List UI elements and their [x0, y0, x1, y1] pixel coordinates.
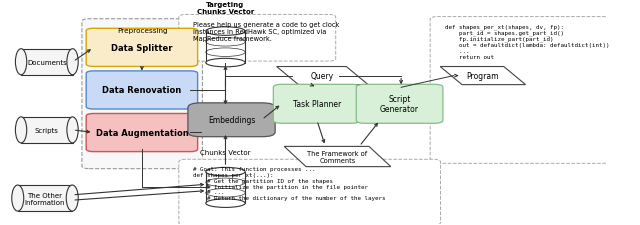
Text: Program: Program — [467, 72, 499, 81]
Polygon shape — [276, 67, 368, 85]
FancyBboxPatch shape — [86, 29, 198, 67]
Text: Scripts: Scripts — [35, 127, 59, 133]
Bar — [21, 117, 72, 143]
Ellipse shape — [67, 50, 78, 75]
Polygon shape — [440, 67, 525, 85]
Ellipse shape — [15, 50, 27, 75]
Ellipse shape — [206, 168, 245, 176]
Ellipse shape — [206, 28, 245, 36]
Ellipse shape — [67, 117, 78, 143]
Ellipse shape — [15, 117, 27, 143]
Text: The Framework of
Comments: The Framework of Comments — [307, 150, 367, 163]
FancyBboxPatch shape — [430, 18, 609, 164]
FancyBboxPatch shape — [356, 85, 443, 124]
Text: Targeting
Chunks Vector: Targeting Chunks Vector — [197, 2, 254, 15]
Text: Task Planner: Task Planner — [292, 100, 340, 109]
Ellipse shape — [12, 185, 24, 211]
Text: Data Splitter: Data Splitter — [111, 44, 173, 53]
Bar — [18, 185, 72, 211]
FancyBboxPatch shape — [86, 72, 198, 110]
Text: Data Augmentation: Data Augmentation — [95, 128, 188, 137]
Text: Query: Query — [311, 72, 334, 81]
FancyBboxPatch shape — [179, 160, 440, 225]
FancyBboxPatch shape — [82, 20, 202, 169]
Text: # Goal: This function processes ...
def shapes_per_xt(...):
    # Get the partit: # Goal: This function processes ... def … — [193, 166, 386, 200]
Text: Preprocessing: Preprocessing — [117, 27, 168, 34]
Text: Embeddings: Embeddings — [208, 116, 255, 125]
Bar — [206, 32, 245, 63]
Text: Chunks Vector: Chunks Vector — [200, 149, 251, 155]
Text: Please help us generate a code to get clock
instances in RedHawk SC, optimized v: Please help us generate a code to get cl… — [193, 22, 340, 42]
FancyBboxPatch shape — [188, 103, 275, 137]
Ellipse shape — [206, 59, 245, 68]
Bar — [21, 50, 72, 75]
Text: Script
Generator: Script Generator — [380, 95, 419, 114]
FancyBboxPatch shape — [273, 85, 360, 124]
Text: def shapes_per_xt(shapes, dv, fp):
    part_id = shapes.get_part_id()
    fp.ini: def shapes_per_xt(shapes, dv, fp): part_… — [445, 24, 609, 60]
Text: Data Renovation: Data Renovation — [102, 86, 182, 95]
FancyBboxPatch shape — [86, 114, 198, 152]
Polygon shape — [284, 147, 391, 167]
Bar — [206, 172, 245, 203]
Ellipse shape — [206, 199, 245, 207]
FancyBboxPatch shape — [179, 15, 336, 62]
Text: Documents: Documents — [27, 59, 67, 65]
Text: The Other
Information: The Other Information — [25, 192, 65, 205]
Ellipse shape — [67, 185, 78, 211]
